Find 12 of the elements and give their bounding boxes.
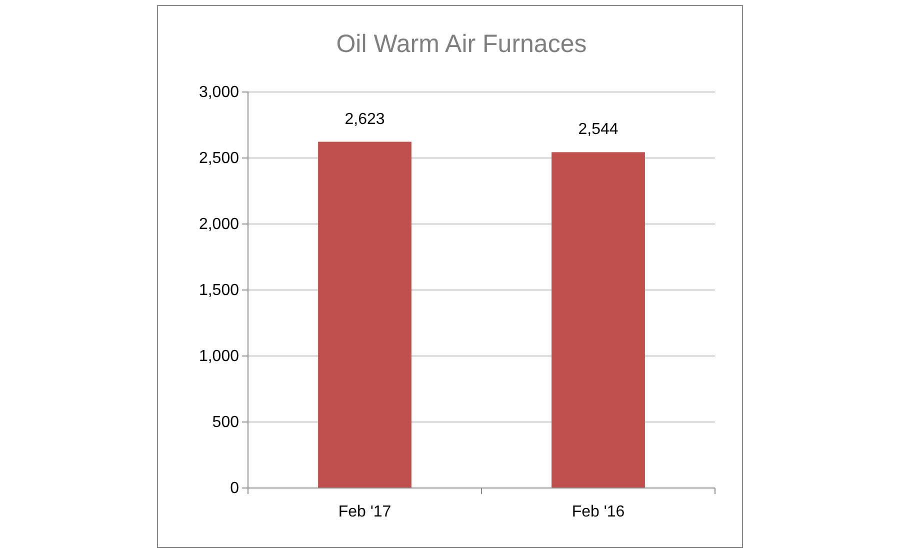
chart-title: Oil Warm Air Furnaces bbox=[336, 30, 587, 58]
y-tick-label: 2,500 bbox=[198, 150, 240, 168]
data-label: 2,623 bbox=[344, 110, 385, 128]
x-tick-label: Feb '16 bbox=[572, 504, 625, 521]
y-tick-label: 500 bbox=[212, 414, 240, 432]
y-tick-label: 0 bbox=[230, 480, 240, 498]
y-tick-label: 1,500 bbox=[198, 282, 240, 300]
data-label: 2,544 bbox=[578, 121, 618, 138]
x-tick-label: Feb '17 bbox=[338, 504, 392, 521]
y-tick-label: 2,000 bbox=[198, 216, 240, 234]
y-tick-label: 1,000 bbox=[198, 348, 240, 366]
y-tick-label: 3,000 bbox=[198, 84, 240, 102]
